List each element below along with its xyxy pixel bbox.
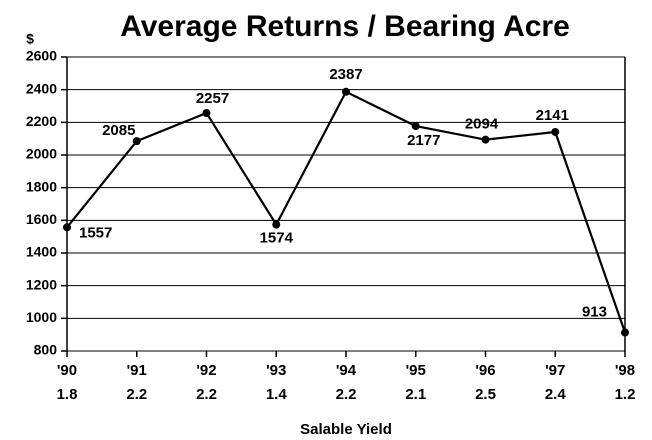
yield-label: 1.2 [615, 386, 636, 403]
line [66, 90, 627, 333]
yield-label: 2.1 [405, 386, 426, 403]
data-label: 2387 [329, 66, 362, 83]
point [272, 220, 281, 229]
point [481, 135, 490, 144]
x-tick-label: '95 [406, 362, 426, 379]
data-label: 2177 [407, 132, 440, 149]
y-axis-label: $ [26, 31, 34, 47]
point [342, 87, 350, 96]
y-tick-label: 2400 [26, 80, 57, 96]
data-label: 1574 [260, 230, 294, 247]
yield-label: 2.2 [196, 386, 217, 403]
data-label: 2094 [465, 116, 499, 133]
point [551, 127, 560, 136]
x-axis-label: Salable Yield [300, 421, 392, 438]
y-tick-label: 2200 [26, 113, 57, 129]
x-tick-label: '90 [57, 362, 77, 379]
x-tick-label: '92 [196, 362, 216, 379]
data-label: 2257 [196, 90, 229, 107]
yield-label: 1.4 [266, 386, 288, 403]
x-tick-label: '91 [127, 362, 147, 379]
y-tick-label: 1600 [26, 211, 57, 227]
data-label: 2085 [102, 122, 135, 139]
point [411, 122, 420, 131]
y-tick-label: 800 [34, 342, 58, 358]
y-tick-label: 1000 [26, 309, 57, 325]
chart-title: Average Returns / Bearing Acre [120, 10, 570, 43]
data-label: 913 [582, 304, 607, 321]
yield-label: 2.4 [545, 386, 567, 403]
y-tick-label: 1200 [26, 276, 57, 292]
data-label: 1557 [79, 224, 112, 241]
point [621, 328, 629, 337]
yield-label: 2.5 [475, 386, 496, 403]
data-label: 2141 [536, 107, 569, 124]
point [132, 137, 141, 146]
x-tick-label: '96 [475, 362, 495, 379]
y-tick-label: 1400 [26, 244, 57, 260]
x-tick-label: '98 [615, 362, 635, 379]
yield-label: 1.8 [57, 386, 78, 403]
point [202, 109, 211, 118]
yield-label: 2.2 [126, 386, 147, 403]
y-tick-label: 1800 [26, 178, 57, 194]
x-tick-label: '97 [545, 362, 565, 379]
point [63, 223, 71, 232]
x-tick-label: '94 [336, 362, 357, 379]
x-tick-label: '93 [266, 362, 286, 379]
y-tick-label: 2600 [26, 48, 57, 64]
y-tick-label: 2000 [26, 146, 57, 162]
yield-label: 2.2 [336, 386, 357, 403]
